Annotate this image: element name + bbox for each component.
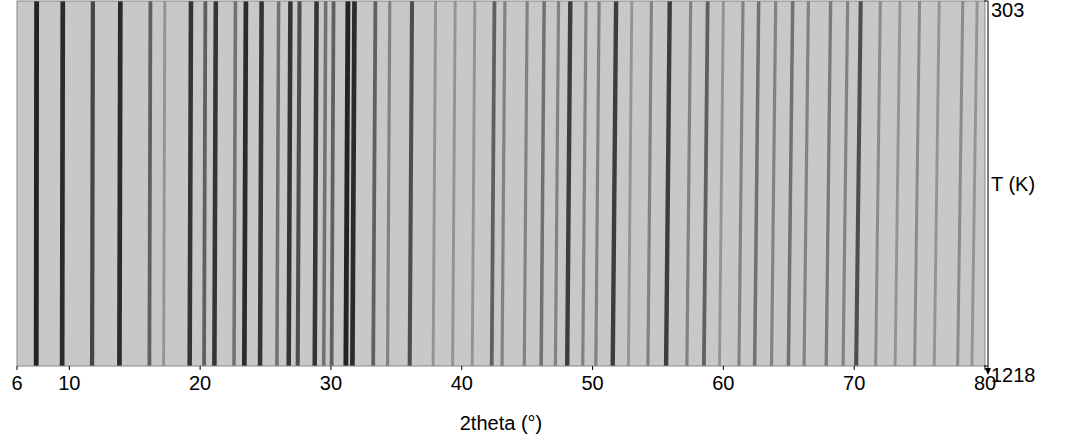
x-tick-label: 10 [58, 372, 80, 394]
x-tick-label: 6 [11, 372, 22, 394]
peak-line [555, 1, 558, 366]
peak-line [788, 1, 792, 366]
peak-line [596, 1, 599, 366]
peak-line [739, 1, 743, 366]
peak-line [613, 1, 616, 366]
peak-line [453, 1, 456, 366]
y-tick [984, 366, 988, 367]
peak-line [388, 1, 390, 366]
peak-line [856, 1, 861, 366]
peak-line [502, 1, 505, 366]
peak-line [687, 1, 691, 366]
peak-line [117, 1, 123, 366]
peak-line [149, 1, 150, 366]
plot-frame [17, 1, 985, 366]
peak-line [214, 1, 215, 366]
peak-line [876, 1, 881, 366]
x-tick [723, 366, 724, 370]
x-tick [461, 366, 462, 370]
peak-line [190, 1, 191, 366]
peak-line [90, 1, 95, 366]
y-tick-label: 303 [991, 0, 1024, 21]
peak-line [34, 1, 39, 366]
peak-line [755, 1, 759, 366]
x-tick-label: 30 [320, 372, 342, 394]
y-axis [988, 1, 989, 370]
peak-line [972, 1, 977, 366]
x-tick [854, 366, 855, 370]
peak-line [472, 1, 475, 366]
peak-line [666, 1, 670, 366]
x-tick-label: 70 [843, 372, 865, 394]
x-tick [200, 366, 201, 370]
peak-line [373, 1, 375, 366]
y-tick [984, 1, 988, 2]
x-tick-label: 40 [451, 372, 473, 394]
peak-line [315, 1, 317, 366]
peak-line [541, 1, 544, 366]
peak-line [289, 1, 291, 366]
peak-line [346, 1, 348, 366]
peak-line [260, 1, 262, 366]
peak-line [567, 1, 570, 366]
peaks [36, 1, 977, 366]
peak-line [772, 1, 776, 366]
peak-line [719, 1, 723, 366]
peak-line [410, 1, 412, 366]
peak-line [895, 1, 900, 366]
peak-line [164, 1, 165, 366]
peak-line [433, 1, 435, 366]
x-tick [69, 366, 70, 370]
peak-line [352, 1, 354, 366]
peak-line [934, 1, 939, 366]
plot-background [17, 1, 985, 366]
peak-line [324, 1, 326, 366]
y-axis-title: T (K) [991, 173, 1035, 195]
peak-line [826, 1, 830, 366]
x-tick-label: 60 [712, 372, 734, 394]
x-tick-label: 20 [189, 372, 211, 394]
peak-line [234, 1, 235, 366]
peak-line [298, 1, 300, 366]
peak-line [704, 1, 708, 366]
x-tick [592, 366, 593, 370]
peak-line [804, 1, 808, 366]
peak-line [915, 1, 920, 366]
peak-line [332, 1, 334, 366]
peak-line [244, 1, 246, 366]
peak-line [60, 1, 65, 366]
peak-line [958, 1, 963, 366]
peak-line [628, 1, 631, 366]
peak-line [583, 1, 586, 366]
peak-line [277, 1, 279, 366]
x-axis-title: 2theta (°) [460, 412, 542, 434]
x-tick-label: 50 [581, 372, 603, 394]
peak-line [524, 1, 527, 366]
peak-line [492, 1, 495, 366]
peak-line [843, 1, 848, 366]
x-tick [17, 366, 18, 370]
x-tick [330, 366, 331, 370]
peak-line [204, 1, 205, 366]
peak-line [648, 1, 652, 366]
y-tick-label: 1218 [991, 364, 1036, 386]
